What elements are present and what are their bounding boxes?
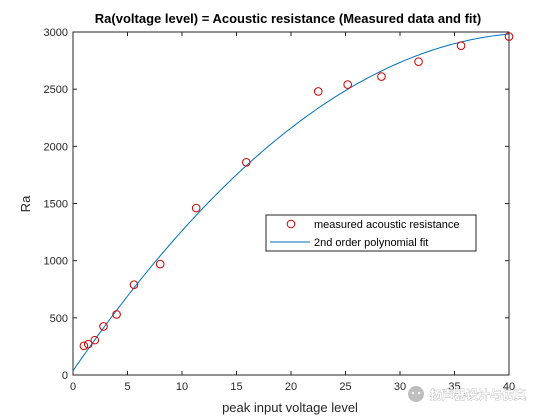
legend-label-measured: measured acoustic resistance — [314, 219, 460, 231]
legend-box — [265, 214, 477, 252]
x-tick-label: 15 — [230, 381, 242, 393]
data-point — [83, 339, 93, 349]
y-axis: 0 500 1000 1500 2000 2500 3000 — [44, 27, 509, 382]
x-tick-label: 35 — [448, 381, 460, 393]
data-point — [155, 259, 165, 269]
data-point — [99, 322, 108, 331]
chart-title: Ra(voltage level) = Acoustic resistance … — [95, 11, 481, 26]
x-tick-label: 10 — [176, 381, 188, 393]
data-point — [112, 310, 121, 319]
data-point — [191, 203, 201, 213]
data-point — [129, 280, 139, 289]
legend: measured acoustic resistance 2nd order p… — [265, 214, 477, 252]
y-tick-label: 1000 — [44, 256, 68, 268]
y-tick-label: 1500 — [44, 199, 68, 211]
x-tick-label: 20 — [285, 381, 297, 393]
wechat-icon-eye-right — [417, 391, 421, 395]
data-point — [343, 80, 352, 89]
x-tick-label: 25 — [339, 381, 351, 393]
legend-label-fit: 2nd order polynomial fit — [314, 237, 428, 249]
watermark: 扬声器设计与仿真 — [408, 386, 526, 402]
points-layer — [79, 32, 514, 351]
x-tick-label: 5 — [124, 381, 130, 393]
data-point — [90, 335, 100, 345]
watermark-label: 扬声器设计与仿真 — [430, 387, 526, 402]
fit-line — [72, 33, 510, 372]
x-tick-label: 0 — [70, 381, 76, 393]
data-point — [377, 72, 386, 81]
x-tick-label: 30 — [394, 381, 406, 393]
y-tick-label: 2000 — [44, 141, 68, 153]
fit-layer — [72, 33, 510, 372]
wechat-icon — [408, 386, 424, 402]
data-point — [456, 41, 466, 51]
y-tick-label: 3000 — [44, 27, 68, 39]
x-tick-label: 40 — [503, 381, 515, 393]
data-point — [242, 158, 251, 167]
wechat-icon-eye-left — [411, 391, 415, 395]
x-axis-label: peak input voltage level — [222, 400, 358, 415]
y-tick-label: 500 — [50, 313, 68, 325]
data-point — [504, 32, 514, 41]
data-point — [79, 341, 89, 351]
x-axis: 0 5 10 15 20 25 30 35 40 — [70, 32, 515, 393]
y-tick-label: 0 — [62, 370, 68, 382]
data-point — [313, 87, 323, 96]
y-tick-label: 2500 — [44, 84, 68, 96]
legend-marker-measured — [286, 219, 296, 229]
y-axis-label: Ra — [18, 195, 33, 212]
plot-area: 0 5 10 15 20 25 30 35 40 0 500 1000 1500 2000 2500 300… — [44, 27, 516, 393]
data-point — [414, 57, 423, 67]
